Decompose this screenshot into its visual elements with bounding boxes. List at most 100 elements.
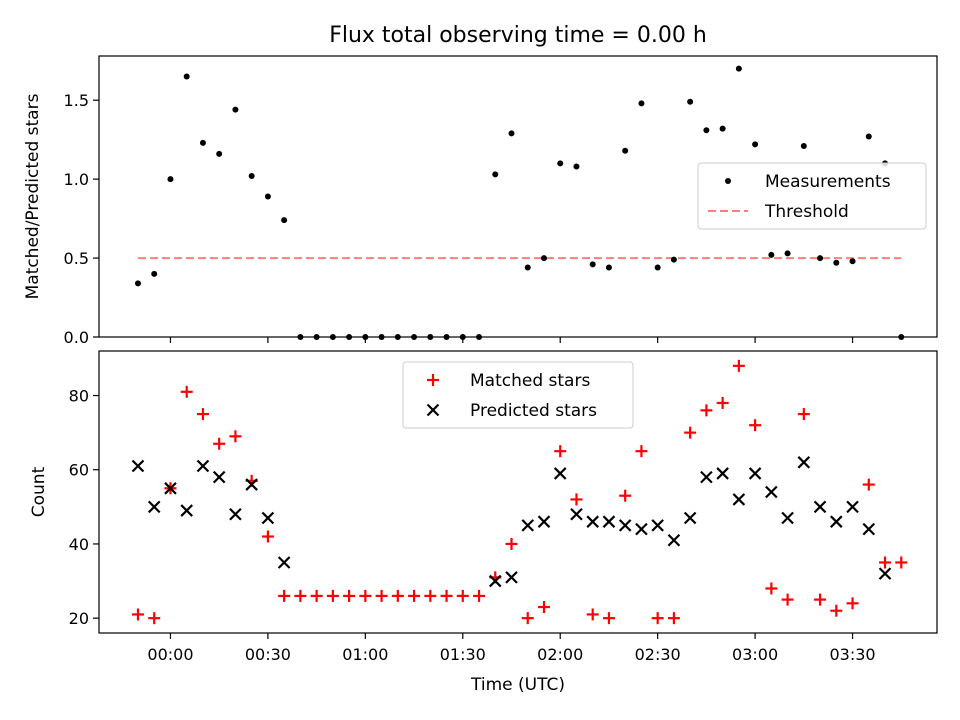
x-marker-b: [229, 507, 242, 521]
matched-star-point: [537, 601, 550, 614]
measurement-point: [589, 261, 596, 268]
matched-star-point: [765, 582, 778, 595]
ratio-series: [134, 65, 905, 340]
measurement-point: [752, 141, 759, 148]
measurement-point: [134, 280, 141, 287]
predicted-star-point: [862, 522, 876, 536]
legend-frame: [402, 361, 634, 429]
measurement-point: [654, 264, 661, 271]
matched-star-point: [391, 589, 404, 602]
matched-star-point: [716, 396, 729, 409]
matched-star-point: [180, 385, 193, 398]
matched-star-point: [749, 419, 762, 432]
legend-predicted-marker: [426, 403, 440, 417]
matched-star-point: [408, 589, 421, 602]
measurement-point: [638, 100, 645, 107]
matched-star-point: [375, 589, 388, 602]
x-marker-b: [748, 467, 762, 480]
predicted-star-point: [164, 482, 177, 495]
x-tick-label: 03:00: [732, 645, 778, 664]
matched-star-point: [278, 589, 291, 602]
matched-star-point: [651, 612, 664, 625]
x-marker-b: [553, 467, 567, 480]
matched-star-point: [830, 604, 843, 617]
predicted-star-point: [505, 571, 518, 584]
matched-star-point: [424, 589, 437, 602]
predicted-star-point: [229, 507, 242, 521]
x-marker-b: [277, 556, 291, 569]
matched-star-point: [667, 612, 680, 625]
measurement-point: [346, 334, 353, 340]
predicted-star-point: [716, 467, 729, 480]
matched-star-point: [473, 589, 486, 602]
legend-label: Matched stars: [470, 371, 590, 391]
measurement-point: [865, 133, 872, 140]
matched-star-point: [684, 426, 697, 439]
matched-star-point: [732, 359, 745, 372]
predicted-star-point: [277, 556, 291, 569]
matched-star-point: [456, 589, 469, 602]
measurement-point: [849, 258, 856, 265]
x-marker-b: [570, 507, 583, 521]
measurement-point: [833, 259, 840, 266]
predicted-star-point: [700, 470, 713, 484]
count-series: [131, 359, 908, 625]
legend-frame: [697, 162, 927, 230]
predicted-star-point: [212, 470, 226, 484]
matched-star-point: [359, 589, 372, 602]
measurement-point: [362, 334, 369, 340]
x-tick-label: 00:30: [245, 645, 291, 664]
x-marker-b: [618, 519, 632, 532]
x-marker-b: [505, 571, 518, 584]
predicted-star-point: [830, 515, 843, 528]
legend-label: Threshold: [764, 202, 849, 222]
matched-star-point: [797, 408, 810, 421]
predicted-star-point: [878, 567, 892, 580]
x-marker-b: [732, 493, 746, 506]
measurement-point: [768, 251, 775, 258]
x-marker-b: [196, 459, 210, 473]
predicted-star-point: [618, 519, 632, 532]
matched-star-point: [343, 589, 356, 602]
measurement-point: [687, 98, 694, 105]
count-x-axis: 00:00 00:30 01:00 01:30 02:00 02:30 03:00 03:30: [147, 633, 876, 664]
x-marker-b: [245, 478, 258, 491]
predicted-star-point: [131, 459, 145, 473]
matched-star-point: [326, 589, 339, 602]
x-marker-b: [716, 467, 729, 480]
y-tick-label: 20: [69, 609, 89, 628]
y-tick-label: 40: [69, 535, 89, 554]
x-marker-b: [147, 500, 161, 514]
x-marker-b: [261, 511, 275, 525]
ratio-x-ticks: [169, 337, 854, 343]
x-marker-b: [846, 500, 859, 514]
measurement-point: [167, 176, 174, 183]
ratio-panel: 0.0 0.5 1.0 1.5 Matched/Predicted stars Mea…: [23, 55, 938, 347]
legend-label: Predicted stars: [470, 401, 597, 421]
matched-star-point: [879, 556, 892, 569]
y-tick-label: 80: [69, 387, 89, 406]
predicted-star-point: [846, 500, 859, 514]
measurement-point: [427, 334, 434, 340]
predicted-star-point: [797, 456, 811, 469]
x-marker-b: [862, 522, 876, 536]
predicted-star-point: [196, 459, 210, 473]
measurement-point: [719, 125, 726, 132]
x-tick-label: 02:00: [537, 645, 583, 664]
x-marker-b: [878, 567, 892, 580]
x-axis-label: Time (UTC): [470, 675, 565, 695]
predicted-star-point: [553, 467, 567, 480]
x-marker-b: [700, 470, 713, 484]
x-marker-b: [488, 574, 502, 588]
y-tick-label: 60: [69, 461, 89, 480]
measurement-point: [898, 334, 905, 340]
measurement-point: [411, 334, 418, 340]
matched-star-point: [554, 445, 567, 458]
measurement-point: [492, 171, 499, 178]
x-marker-b: [426, 403, 440, 417]
matched-star-point: [635, 445, 648, 458]
matched-star-point: [586, 608, 599, 621]
legend-matched-marker: [427, 374, 439, 386]
x-marker-b: [667, 533, 681, 547]
x-marker-b: [537, 515, 551, 528]
